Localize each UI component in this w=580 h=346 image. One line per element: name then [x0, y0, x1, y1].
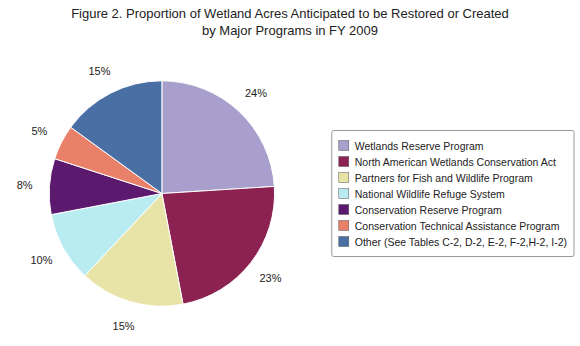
- pie-slice: [71, 81, 162, 194]
- legend-swatch: [339, 189, 349, 199]
- legend-label: North American Wetlands Conservation Act: [355, 156, 556, 168]
- title-line: by Major Programs in FY 2009: [202, 23, 378, 38]
- data-label: 15%: [88, 65, 110, 77]
- legend-label: Conservation Reserve Program: [355, 204, 502, 216]
- legend-label: Wetlands Reserve Program: [355, 140, 484, 152]
- legend-frame: [332, 131, 574, 257]
- legend-label: National Wildlife Refuge System: [355, 188, 505, 200]
- data-label: 8%: [17, 179, 33, 191]
- legend-swatch: [339, 157, 349, 167]
- legend-swatch: [339, 141, 349, 151]
- pie-slice: [162, 81, 274, 194]
- data-label: 5%: [31, 125, 47, 137]
- legend: Wetlands Reserve Program North American W…: [332, 131, 574, 257]
- legend-swatch: [339, 237, 349, 247]
- legend-swatch: [339, 205, 349, 215]
- pie: [49, 81, 274, 306]
- legend-swatch: [339, 221, 349, 231]
- title: Figure 2. Proportion of Wetland Acres An…: [71, 6, 509, 38]
- title-line: Figure 2. Proportion of Wetland Acres An…: [71, 6, 509, 21]
- data-label: 15%: [113, 320, 135, 332]
- data-label: 23%: [260, 272, 282, 284]
- data-labels: 24% 23% 15% 10% 8% 5% 15%: [17, 65, 282, 332]
- data-label: 24%: [245, 87, 267, 99]
- legend-swatch: [339, 173, 349, 183]
- legend-label: Conservation Technical Assistance Progra…: [355, 220, 560, 232]
- legend-label: Other (See Tables C-2, D-2, E-2, F-2,H-2…: [355, 236, 567, 248]
- chart: Figure 2. Proportion of Wetland Acres An…: [0, 0, 580, 346]
- data-label: 10%: [30, 254, 52, 266]
- legend-label: Partners for Fish and Wildlife Program: [355, 172, 533, 184]
